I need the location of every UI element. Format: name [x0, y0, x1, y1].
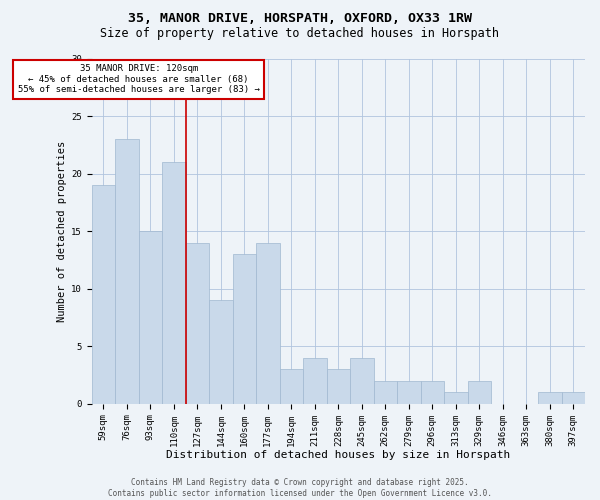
Bar — [256, 242, 280, 404]
Bar — [115, 139, 139, 404]
Bar — [162, 162, 185, 404]
Bar — [209, 300, 233, 404]
Text: Contains HM Land Registry data © Crown copyright and database right 2025.
Contai: Contains HM Land Registry data © Crown c… — [108, 478, 492, 498]
Bar — [397, 381, 421, 404]
Bar — [538, 392, 562, 404]
X-axis label: Distribution of detached houses by size in Horspath: Distribution of detached houses by size … — [166, 450, 511, 460]
Bar — [467, 381, 491, 404]
Text: 35 MANOR DRIVE: 120sqm
← 45% of detached houses are smaller (68)
55% of semi-det: 35 MANOR DRIVE: 120sqm ← 45% of detached… — [17, 64, 260, 94]
Bar — [92, 185, 115, 404]
Bar — [139, 231, 162, 404]
Bar — [421, 381, 444, 404]
Bar — [444, 392, 467, 404]
Bar — [562, 392, 585, 404]
Bar — [326, 370, 350, 404]
Bar — [350, 358, 374, 404]
Bar — [233, 254, 256, 404]
Bar — [374, 381, 397, 404]
Bar — [185, 242, 209, 404]
Text: 35, MANOR DRIVE, HORSPATH, OXFORD, OX33 1RW: 35, MANOR DRIVE, HORSPATH, OXFORD, OX33 … — [128, 12, 472, 26]
Text: Size of property relative to detached houses in Horspath: Size of property relative to detached ho… — [101, 28, 499, 40]
Y-axis label: Number of detached properties: Number of detached properties — [57, 140, 67, 322]
Bar — [303, 358, 326, 404]
Bar — [280, 370, 303, 404]
